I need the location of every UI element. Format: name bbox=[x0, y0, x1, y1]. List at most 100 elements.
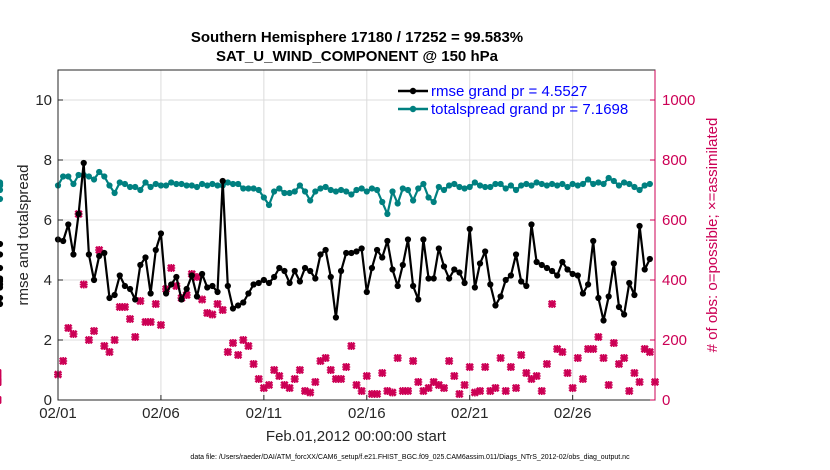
rmse-point bbox=[276, 264, 283, 272]
obs-point bbox=[347, 341, 356, 351]
totalspread-point bbox=[121, 180, 129, 188]
obs-point bbox=[553, 344, 562, 354]
y-right-tick-label: 200 bbox=[662, 332, 687, 349]
rmse-point bbox=[615, 303, 623, 311]
rmse-point bbox=[497, 293, 504, 300]
totalspread-point bbox=[271, 188, 278, 195]
rmse-point bbox=[80, 159, 87, 167]
totalspread-point bbox=[209, 180, 216, 188]
rmse-point bbox=[420, 236, 427, 243]
rmse-point bbox=[353, 248, 360, 255]
obs-point bbox=[465, 362, 474, 372]
rmse-point bbox=[337, 267, 345, 275]
y-left-tick-label: 2 bbox=[44, 332, 52, 349]
obs-point bbox=[558, 347, 567, 357]
totalspread-point bbox=[173, 180, 180, 188]
totalspread-point bbox=[132, 183, 139, 191]
obs-point bbox=[321, 353, 330, 363]
totalspread-point bbox=[600, 180, 607, 188]
rmse-point bbox=[0, 294, 4, 302]
totalspread-point bbox=[512, 186, 520, 194]
obs-point bbox=[311, 377, 320, 387]
rmse-point bbox=[85, 251, 92, 258]
obs-point bbox=[254, 374, 263, 384]
rmse-point bbox=[574, 272, 581, 279]
rmse-point bbox=[235, 302, 242, 309]
totalspread-point bbox=[276, 185, 283, 192]
rmse-point bbox=[219, 177, 226, 185]
totalspread-point bbox=[0, 186, 4, 194]
obs-point bbox=[414, 377, 423, 387]
totalspread-point bbox=[399, 185, 406, 192]
rmse-point bbox=[96, 252, 103, 260]
obs-point bbox=[547, 299, 557, 309]
totalspread-point bbox=[507, 182, 514, 189]
rmse-point bbox=[0, 300, 4, 308]
rmse-point bbox=[0, 251, 4, 258]
rmse-point bbox=[116, 272, 123, 279]
rmse-point bbox=[358, 245, 365, 252]
totalspread-point bbox=[373, 186, 381, 194]
obs-point bbox=[537, 386, 546, 396]
totalspread-point bbox=[199, 180, 206, 188]
legend-rmse-label: rmse grand pr = 4.5527 bbox=[431, 83, 587, 100]
rmse-point bbox=[327, 273, 334, 281]
rmse-point bbox=[554, 272, 561, 279]
y-right-tick-label: 400 bbox=[662, 272, 687, 289]
obs-point bbox=[285, 383, 294, 393]
totalspread-point bbox=[111, 189, 118, 197]
totalspread-point bbox=[461, 185, 468, 192]
rmse-point bbox=[595, 294, 602, 302]
obs-point bbox=[455, 389, 464, 399]
totalspread-point bbox=[250, 185, 257, 192]
rmse-point bbox=[430, 275, 437, 282]
footnote-data-file: data file: /Users/raeder/DAI/ATM_forcXX/… bbox=[190, 454, 630, 461]
obs-point bbox=[295, 365, 305, 375]
totalspread-point bbox=[332, 188, 340, 195]
rmse-point bbox=[204, 284, 211, 291]
rmse-point bbox=[312, 275, 319, 282]
rmse-point bbox=[60, 237, 67, 245]
obs-point bbox=[635, 377, 644, 387]
totalspread-point bbox=[126, 183, 134, 191]
totalspread-point bbox=[337, 186, 345, 194]
obs-point bbox=[125, 314, 135, 324]
x-tick-label: 02/16 bbox=[348, 405, 386, 422]
totalspread-point bbox=[584, 176, 592, 183]
chart-title: Southern Hemisphere 17180 / 17252 = 99.5… bbox=[191, 29, 523, 46]
obs-point bbox=[578, 374, 588, 384]
rmse-point bbox=[646, 255, 653, 263]
totalspread-point bbox=[482, 183, 489, 191]
totalspread-point bbox=[595, 179, 602, 186]
totalspread-point bbox=[183, 182, 190, 189]
totalspread-point bbox=[579, 180, 587, 188]
y-axis-right-label: # of obs: o=possible; ×=assimilated bbox=[704, 118, 721, 353]
totalspread-point bbox=[466, 183, 473, 191]
rmse-point bbox=[399, 261, 406, 269]
rmse-point bbox=[559, 258, 566, 266]
rmse-point bbox=[415, 296, 422, 303]
obs-point bbox=[84, 335, 93, 345]
rmse-point bbox=[101, 249, 108, 257]
totalspread-point bbox=[235, 180, 242, 188]
obs-point bbox=[563, 368, 572, 378]
rmse-point bbox=[65, 221, 72, 228]
x-tick-label: 02/01 bbox=[39, 405, 77, 422]
totalspread-point bbox=[142, 179, 149, 186]
rmse-point bbox=[240, 299, 247, 306]
rmse-point bbox=[518, 278, 525, 285]
totalspread-point bbox=[492, 180, 499, 188]
totalspread-point bbox=[348, 191, 355, 198]
totalspread-point bbox=[245, 185, 252, 192]
rmse-point bbox=[168, 281, 175, 288]
x-tick-label: 02/06 bbox=[142, 405, 180, 422]
rmse-point bbox=[446, 275, 453, 282]
totalspread-point bbox=[389, 188, 396, 195]
rmse-point bbox=[512, 251, 520, 258]
rmse-point bbox=[70, 251, 77, 258]
obs-point bbox=[270, 365, 279, 375]
obs-point bbox=[517, 350, 526, 360]
rmse-point bbox=[636, 222, 643, 230]
totalspread-point bbox=[229, 180, 237, 188]
